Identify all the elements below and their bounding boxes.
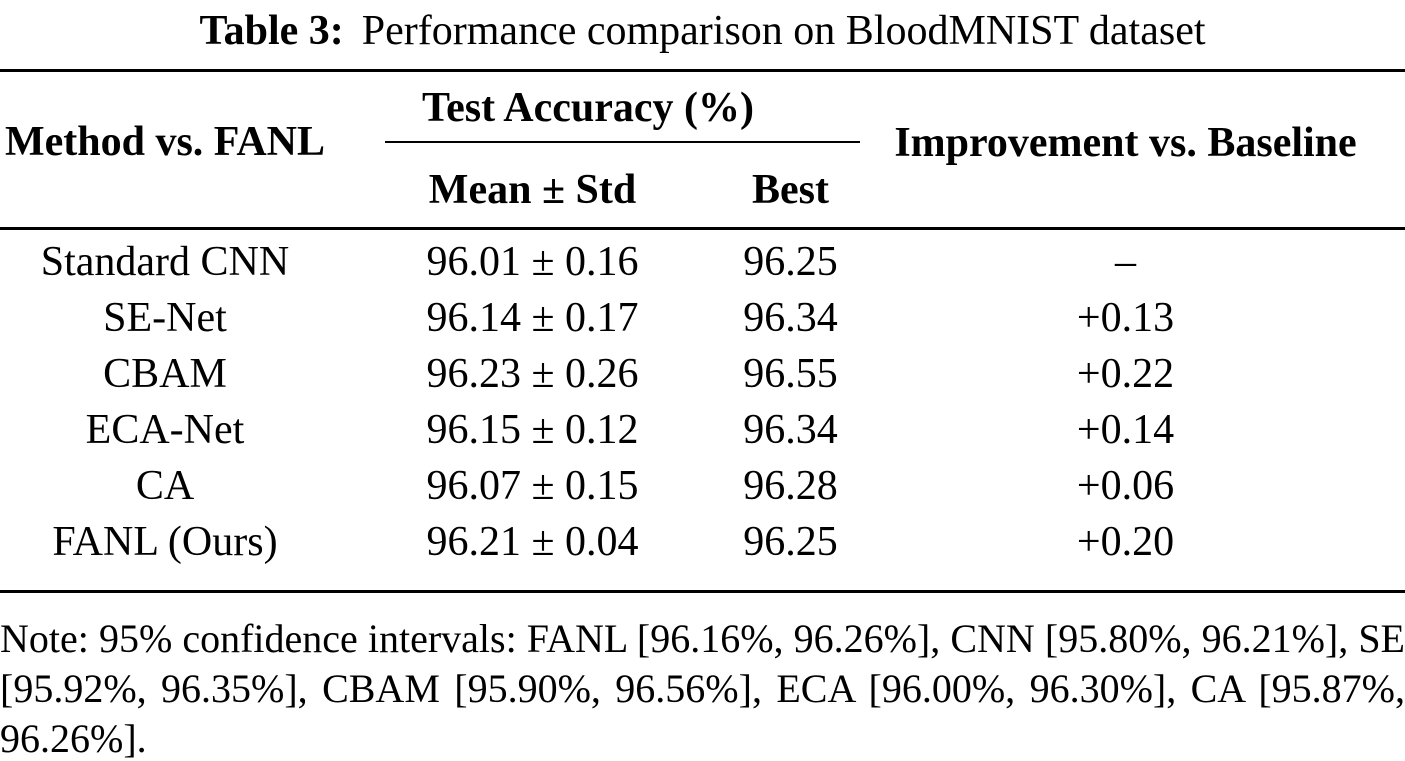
column-header-method: Method vs. FANL <box>4 119 326 165</box>
cell-method: SE-Net <box>103 295 227 341</box>
cell-best: 96.34 <box>743 407 838 453</box>
cell-improvement: +0.14 <box>1076 407 1175 453</box>
test-accuracy-span-rule <box>385 141 860 143</box>
table-row: ECA-Net 96.15 ± 0.12 96.34 +0.14 <box>0 402 1405 458</box>
cell-mean-std: 96.07 ± 0.15 <box>426 463 639 509</box>
cell-best: 96.55 <box>743 351 838 397</box>
column-header-mean-std: Mean ± Std <box>428 167 637 213</box>
table-row: CBAM 96.23 ± 0.26 96.55 +0.22 <box>0 346 1405 402</box>
cell-mean-std: 96.15 ± 0.12 <box>426 407 639 453</box>
cell-method: Standard CNN <box>40 239 290 285</box>
cell-mean-std: 96.23 ± 0.26 <box>426 351 639 397</box>
cell-improvement: +0.13 <box>1076 295 1175 341</box>
column-group-header-test-accuracy: Test Accuracy (%) <box>421 85 755 131</box>
cell-method: FANL (Ours) <box>52 519 278 565</box>
cell-mean-std: 96.21 ± 0.04 <box>426 519 639 565</box>
column-header-improvement: Improvement vs. Baseline <box>894 120 1357 166</box>
table-row: CA 96.07 ± 0.15 96.28 +0.06 <box>0 458 1405 514</box>
cell-best: 96.25 <box>743 519 838 565</box>
cell-improvement: +0.22 <box>1076 351 1175 397</box>
table-bottom-rule <box>0 590 1405 593</box>
cell-improvement: +0.06 <box>1076 463 1175 509</box>
column-header-best: Best <box>752 167 829 213</box>
table-caption-label: Table 3: <box>199 8 344 54</box>
table-caption: Table 3: Performance comparison on BloodM… <box>0 4 1405 58</box>
cell-best: 96.25 <box>743 239 838 285</box>
cell-best: 96.28 <box>743 463 838 509</box>
table-row: FANL (Ours) 96.21 ± 0.04 96.25 +0.20 <box>0 514 1405 570</box>
table-top-rule <box>0 69 1405 72</box>
cell-mean-std: 96.01 ± 0.16 <box>426 239 639 285</box>
table-body: Standard CNN 96.01 ± 0.16 96.25 – SE-Net… <box>0 234 1405 570</box>
cell-method: CA <box>135 463 195 509</box>
cell-method: CBAM <box>103 351 227 397</box>
cell-improvement: +0.20 <box>1076 519 1175 565</box>
cell-mean-std: 96.14 ± 0.17 <box>426 295 639 341</box>
cell-improvement: – <box>1115 239 1136 285</box>
table-header-rule <box>0 227 1405 230</box>
table-row: Standard CNN 96.01 ± 0.16 96.25 – <box>0 234 1405 290</box>
table-footnote: Note: 95% confidence intervals: FANL [96… <box>0 616 1405 761</box>
cell-best: 96.34 <box>743 295 838 341</box>
table-caption-text: Performance comparison on BloodMNIST dat… <box>361 8 1206 54</box>
cell-method: ECA-Net <box>85 407 245 453</box>
table-row: SE-Net 96.14 ± 0.17 96.34 +0.13 <box>0 290 1405 346</box>
